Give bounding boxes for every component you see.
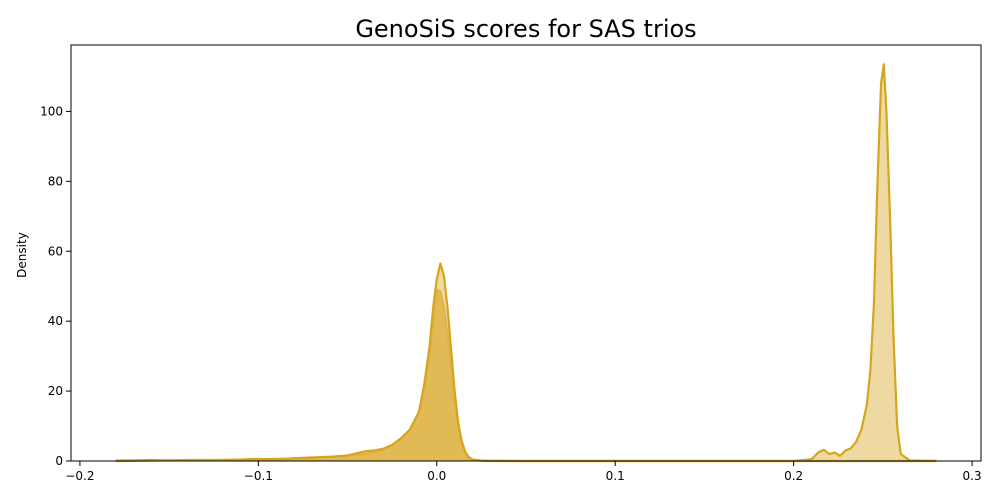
y-axis: 0 20 40 60 80 100	[40, 104, 71, 468]
chart-title: GenoSiS scores for SAS trios	[355, 15, 696, 43]
series-area-kde-unrelated	[115, 289, 937, 461]
y-tick-label: 40	[48, 314, 63, 328]
y-tick-label: 60	[48, 244, 63, 258]
x-tick-label: 0.3	[963, 469, 982, 483]
x-tick-label: 0.1	[606, 469, 625, 483]
series-layer	[115, 63, 937, 463]
x-axis: −0.2 −0.1 0.0 0.1 0.2 0.3	[65, 461, 982, 483]
x-tick-label: 0.0	[427, 469, 446, 483]
plot-frame	[70, 44, 982, 462]
y-tick-label: 100	[40, 104, 63, 118]
x-tick-label: −0.2	[65, 469, 94, 483]
series-line-kde-related	[115, 63, 937, 463]
y-tick-label: 80	[48, 174, 63, 188]
y-tick-label: 20	[48, 384, 63, 398]
series-area-kde-related	[115, 64, 937, 461]
y-axis-label: Density	[15, 232, 29, 278]
x-tick-label: 0.2	[784, 469, 803, 483]
series-line-kde-unrelated	[115, 288, 937, 463]
y-tick-label: 0	[55, 454, 63, 468]
x-tick-label: −0.1	[244, 469, 273, 483]
